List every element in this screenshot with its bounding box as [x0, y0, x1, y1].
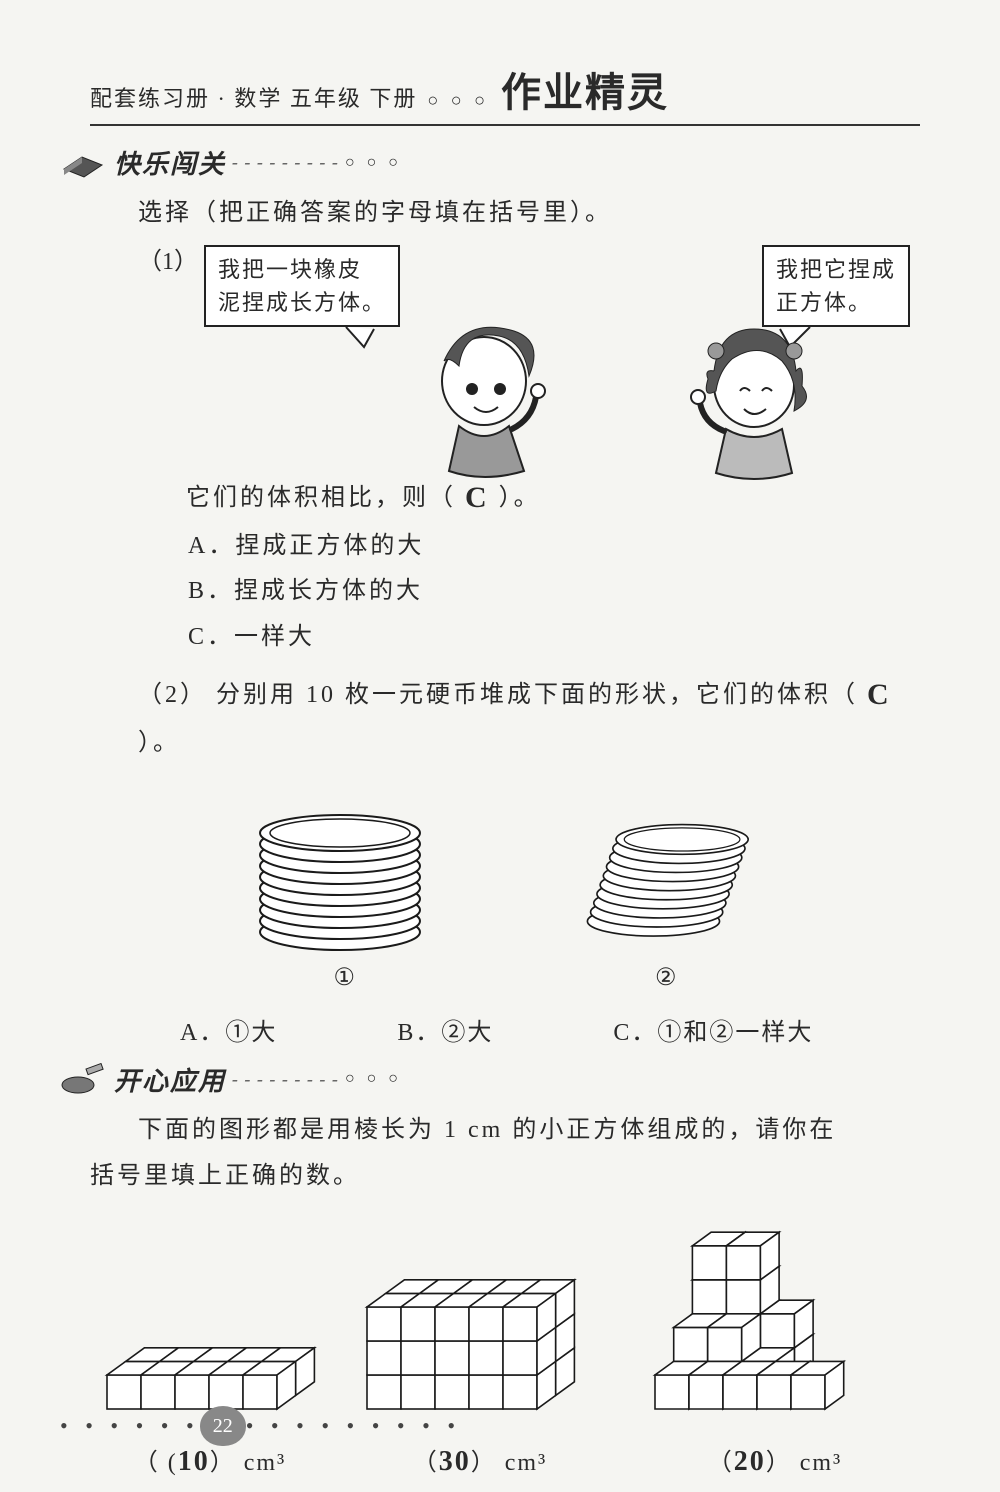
q2-text-prefix: 分别用 10 枚一元硬币堆成下面的形状，它们的体积（ [216, 682, 858, 708]
q2-choices: A．①大 B．②大 C．①和②一样大 [180, 1012, 920, 1047]
section1-header: 快乐闯关 - - - - - - - - - ○ ○ ○ [60, 144, 920, 181]
page-number-badge: 22 [200, 1406, 246, 1446]
q1-option-c: C．一样大 [188, 615, 920, 661]
girl-cartoon-icon [664, 311, 844, 481]
fig2-answer: 30 [439, 1446, 471, 1477]
header-title: 配套练习册 · 数学 五年级 下册 [90, 81, 417, 113]
cube-svg-2-icon [355, 1249, 605, 1419]
section1-instruction: 选择（把正确答案的字母填在括号里）。 [138, 191, 920, 237]
page-header: 配套练习册 · 数学 五年级 下册 ○ ○ ○ 作业精灵 [90, 60, 920, 126]
q2-choice-c: C．①和②一样大 [613, 1012, 813, 1047]
boy-cartoon-icon [404, 311, 584, 481]
book-icon [60, 147, 106, 179]
q2-line: （2） 分别用 10 枚一元硬币堆成下面的形状，它们的体积（ C ）。 [138, 664, 920, 767]
coin-stack-2-icon [575, 785, 765, 955]
q1-compare-prefix: 它们的体积相比，则（ [186, 485, 456, 511]
section2-header: 开心应用 - - - - - - - - - ○ ○ ○ [60, 1061, 920, 1098]
q1-row: （1） 我把一块橡皮 泥捏成长方体。 我把它捏成 正方体。 [138, 241, 920, 461]
bubble-tail-left-icon [344, 325, 384, 349]
section2-intro-l2: 括号里填上正确的数。 [90, 1154, 920, 1200]
cube-caption-3: （20） cm³ [635, 1442, 915, 1478]
coin-stack-1-icon [245, 785, 435, 955]
section2-title: 开心应用 [114, 1061, 226, 1098]
cube-figure-1: （ (10） cm³ [95, 1309, 325, 1478]
bubble-left-line2: 泥捏成长方体。 [218, 286, 386, 319]
section2-dots: ○ ○ ○ [345, 1070, 402, 1088]
coin-labels: ① ② [90, 963, 920, 992]
q1-option-a: A．捏成正方体的大 [188, 524, 920, 570]
section2-dashes: - - - - - - - - - [232, 1069, 339, 1090]
footer-dots-left: • • • • • • [60, 1413, 200, 1439]
q2-text-suffix: ）。 [138, 730, 180, 756]
q2-choice-b: B．②大 [397, 1012, 493, 1047]
q2-choice-a: A．①大 [180, 1012, 277, 1047]
coin-label-2: ② [655, 963, 677, 992]
q1-number: （1） [138, 241, 198, 276]
q2-number: （2） [138, 682, 207, 708]
pencil-icon [60, 1063, 106, 1095]
q1-compare-suffix: ）。 [499, 485, 541, 511]
page-footer: • • • • • • 22 • • • • • • • • • [60, 1406, 461, 1446]
fig3-unit: cm³ [800, 1450, 843, 1476]
cube-caption-1: （ (10） cm³ [95, 1442, 325, 1478]
footer-dots-right: • • • • • • • • • [246, 1413, 461, 1439]
header-circles: ○ ○ ○ [427, 90, 489, 111]
coin-label-1: ① [333, 963, 355, 992]
q1-option-b: B．捏成长方体的大 [188, 569, 920, 615]
cube-caption-2: （30） cm³ [355, 1442, 605, 1478]
cube-svg-3-icon [635, 1229, 915, 1419]
section1-title: 快乐闯关 [114, 144, 226, 181]
header-handwriting: 作业精灵 [501, 60, 669, 118]
section1-dots: ○ ○ ○ [345, 154, 402, 172]
cube-svg-1-icon [95, 1309, 325, 1419]
bubble-left-line1: 我把一块橡皮 [218, 253, 386, 286]
coin-stacks-row [90, 785, 920, 955]
speech-bubble-left: 我把一块橡皮 泥捏成长方体。 [204, 245, 400, 354]
section2-intro-l1: 下面的图形都是用棱长为 1 cm 的小正方体组成的，请你在 [138, 1108, 920, 1154]
bubble-right-line1: 我把它捏成 [776, 253, 896, 286]
fig1-answer: 10 [178, 1446, 210, 1477]
fig2-unit: cm³ [505, 1450, 548, 1476]
q1-options: A．捏成正方体的大 B．捏成长方体的大 C．一样大 [188, 524, 920, 661]
page-number: 22 [213, 1415, 233, 1438]
fig3-answer: 20 [734, 1446, 766, 1477]
cube-figure-3: （20） cm³ [635, 1229, 915, 1478]
q2-answer: C [867, 666, 892, 723]
fig1-unit: cm³ [244, 1450, 287, 1476]
q1-answer: C [465, 469, 490, 526]
section1-dashes: - - - - - - - - - [232, 152, 339, 173]
